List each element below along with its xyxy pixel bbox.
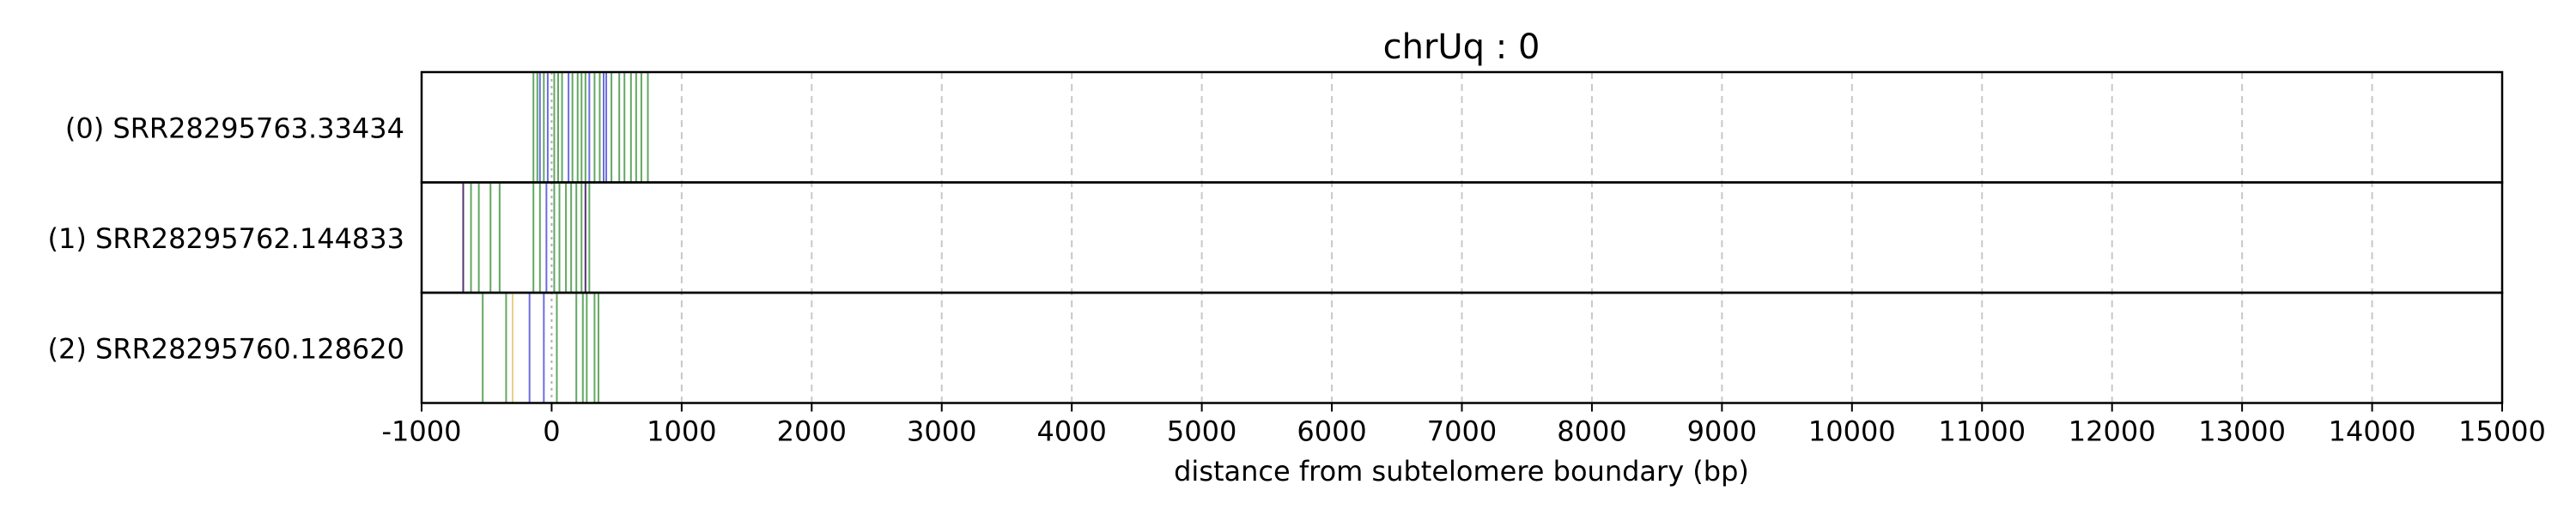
x-tick-label: 8000 <box>1557 415 1626 448</box>
x-tick-label: 6000 <box>1297 415 1366 448</box>
x-axis: -1000 0 1000 2000 3000 4000 5000 6000 7000 8000 90… <box>382 403 2546 448</box>
x-tick-label: 13000 <box>2198 415 2286 448</box>
x-tick-label: 5000 <box>1167 415 1236 448</box>
x-tick-label: 10000 <box>1808 415 1896 448</box>
row-label: (1) SRR28295762.144833 <box>48 222 404 255</box>
x-tick-label: 3000 <box>907 415 976 448</box>
gridlines <box>550 72 2373 403</box>
chart-rows <box>420 70 2504 404</box>
x-tick-label: 2000 <box>777 415 847 448</box>
x-tick-label: -1000 <box>382 415 462 448</box>
x-axis-label: distance from subtelomere boundary (bp) <box>1174 455 1749 488</box>
x-tick-label: 11000 <box>1938 415 2026 448</box>
x-tick-label: 14000 <box>2329 415 2416 448</box>
x-tick-label: 0 <box>543 415 560 448</box>
x-tick-label: 4000 <box>1036 415 1106 448</box>
row-label: (0) SRR28295763.33434 <box>65 112 404 144</box>
row-labels: (0) SRR28295763.33434 (1) SRR28295762.144… <box>48 112 404 365</box>
x-tick-label: 15000 <box>2458 415 2546 448</box>
x-tick-label: 7000 <box>1427 415 1497 448</box>
chart-title: chrUq : 0 <box>1383 27 1540 67</box>
x-tick-label: 12000 <box>2069 415 2156 448</box>
x-tick-label: 9000 <box>1687 415 1757 448</box>
x-tick-label: 1000 <box>647 415 716 448</box>
row-label: (2) SRR28295760.128620 <box>48 332 404 365</box>
